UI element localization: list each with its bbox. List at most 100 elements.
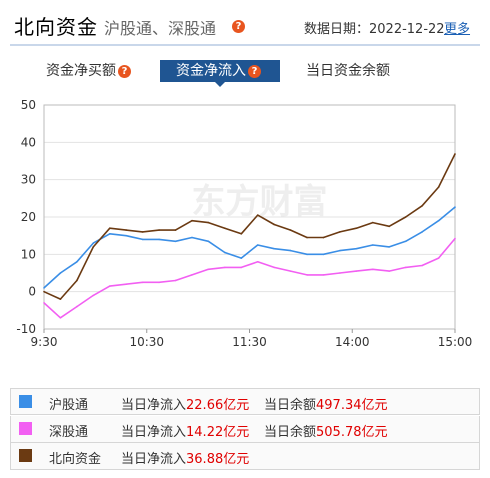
data-point [372, 268, 374, 271]
data-point [125, 283, 127, 285]
data-point [92, 294, 95, 297]
data-point [191, 274, 193, 276]
data-point [125, 229, 127, 231]
data-point [59, 298, 62, 300]
legend-table: 沪股通 当日净流入22.66亿元 当日余额497.34亿元 深股通 当日净流入1… [10, 388, 480, 472]
data-point [59, 272, 62, 274]
header: 北向资金 沪股通、深股通 ? 数据日期：2022-12-22 更多 [0, 0, 490, 46]
data-point [256, 244, 259, 246]
data-point [421, 205, 423, 207]
tab-net-buy-help-icon[interactable]: ? [118, 64, 131, 78]
legend-row-shanghai: 沪股通 当日净流入22.66亿元 当日余额497.34亿元 [10, 388, 480, 415]
help-icon[interactable]: ? [232, 20, 245, 33]
series-line-1 [43, 238, 456, 319]
data-point [306, 274, 308, 276]
tab-net-inflow-label: 资金净流入 [176, 63, 246, 79]
tab-net-inflow[interactable]: 资金净流入? [160, 60, 280, 82]
data-point [207, 221, 210, 224]
data-point [388, 225, 391, 228]
x-tick-label: 10:30 [129, 335, 164, 349]
tab-net-buy[interactable]: 资金净买额? [46, 60, 131, 82]
data-point [191, 219, 193, 222]
x-tick-label: 9:30 [31, 335, 58, 349]
data-point [437, 186, 440, 188]
series-line-2 [43, 153, 456, 300]
data-point [191, 236, 193, 239]
data-point [437, 257, 440, 259]
data-point [289, 249, 292, 252]
data-point [289, 270, 292, 272]
data-point [43, 290, 45, 293]
data-point [240, 266, 243, 269]
data-point [322, 274, 325, 276]
legend-name: 北向资金 [49, 452, 102, 467]
legend-flow: 当日净流入36.88亿元 [121, 452, 250, 467]
data-point [339, 272, 341, 274]
data-point [240, 257, 243, 259]
data-point [273, 223, 275, 226]
data-point [289, 229, 292, 231]
tab-daily-balance[interactable]: 当日资金余额 [306, 60, 390, 82]
data-point [256, 261, 259, 263]
y-tick-label: 30 [21, 173, 36, 187]
data-point [108, 285, 111, 287]
series-line-0 [43, 206, 456, 289]
data-point [125, 234, 127, 237]
x-tick-label: 11:30 [232, 335, 267, 349]
data-point [404, 216, 407, 218]
active-tab-caret [215, 82, 225, 87]
legend-row-shenzhen: 深股通 当日净流入14.22亿元 当日余额505.78亿元 [10, 416, 480, 443]
data-point [454, 206, 456, 208]
data-point [421, 264, 423, 267]
data-point [158, 281, 160, 284]
data-point [388, 270, 391, 272]
data-point [141, 231, 144, 233]
data-point [240, 233, 243, 235]
data-point [437, 219, 440, 222]
data-point [372, 244, 374, 246]
y-tick-label: -10 [16, 322, 36, 336]
tab-net-inflow-help-icon[interactable]: ? [248, 64, 261, 78]
data-point [306, 253, 308, 256]
legend-name: 深股通 [49, 425, 89, 440]
x-tick-label: 14:00 [335, 335, 370, 349]
more-link[interactable]: 更多 [444, 22, 471, 37]
data-point [273, 247, 275, 250]
data-point [421, 231, 423, 233]
data-point [108, 227, 111, 229]
data-point [174, 229, 177, 231]
data-point [273, 266, 275, 269]
page-title: 北向资金 [14, 15, 98, 39]
legend-balance: 当日余额505.78亿元 [264, 425, 388, 440]
data-point [404, 240, 407, 243]
data-point [174, 279, 177, 282]
y-tick-label: 40 [21, 135, 36, 149]
data-point [339, 249, 341, 252]
data-point [224, 266, 226, 269]
data-point [207, 268, 210, 271]
legend-balance: 当日余额497.34亿元 [264, 398, 388, 413]
y-tick-label: 0 [28, 285, 36, 299]
data-point [454, 237, 456, 240]
legend-swatch-northbound [19, 449, 32, 462]
data-point [141, 281, 144, 284]
tab-bar: 资金净买额? 资金净流入? 当日资金余额 [0, 60, 490, 84]
data-point [355, 270, 358, 272]
data-point [388, 246, 391, 248]
y-tick-label: 20 [21, 210, 36, 224]
data-point [76, 261, 78, 263]
data-point [322, 253, 325, 256]
legend-flow: 当日净流入14.22亿元 [121, 425, 250, 440]
data-point [404, 266, 407, 269]
legend-row-northbound: 北向资金 当日净流入36.88亿元 [10, 443, 480, 470]
data-point [224, 251, 226, 254]
legend-name: 沪股通 [49, 398, 89, 413]
data-point [207, 240, 210, 243]
x-tick-label: 15:00 [438, 335, 473, 349]
data-point [43, 287, 45, 289]
tab-net-buy-label: 资金净买额 [46, 63, 116, 79]
data-point [355, 247, 358, 250]
page-subtitle: 沪股通、深股通 [104, 19, 217, 38]
data-point [174, 240, 177, 243]
